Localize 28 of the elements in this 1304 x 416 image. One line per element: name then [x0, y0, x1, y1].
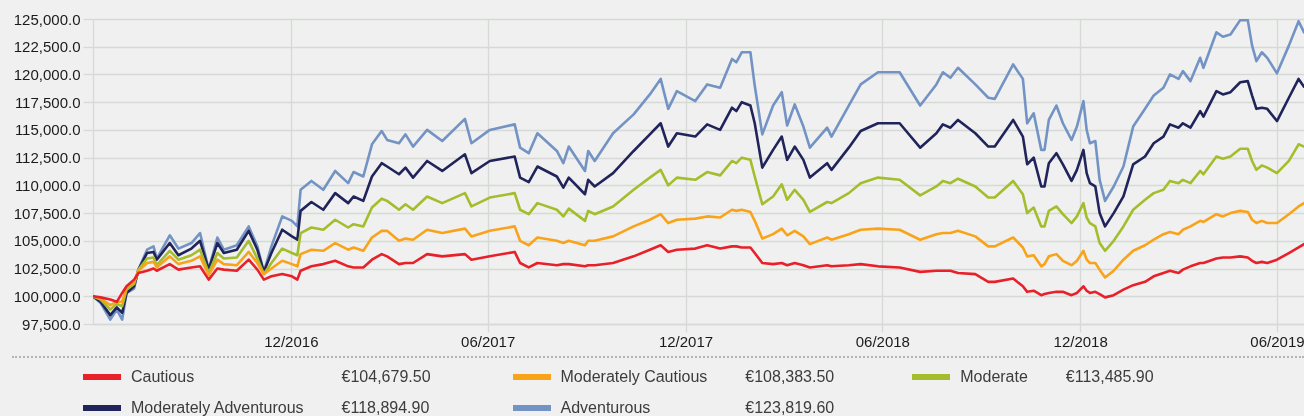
x-tick-label: 12/2018 [1053, 332, 1108, 350]
text: €108,383.50 [745, 368, 835, 387]
y-tick-label: 122,500.0 [13, 38, 81, 56]
x-tick-label: 12/2016 [264, 332, 319, 350]
legend-label: Cautious [131, 368, 196, 387]
text: €104,679.50 [341, 368, 431, 387]
y-tick-label: 107,500.0 [13, 204, 81, 222]
text: €113,485.90 [1065, 368, 1154, 387]
x-tick-label: 06/2019 [1250, 332, 1304, 350]
x-tick-label: 06/2017 [461, 332, 516, 350]
text: €118,894.90 [341, 398, 431, 416]
y-tick-label: 115,000.0 [14, 121, 81, 139]
legend-label: Moderate [960, 368, 1028, 387]
y-tick-label: 105,000.0 [13, 232, 81, 250]
y-tick-label: 112,500.0 [14, 149, 81, 167]
legend-label: Moderately Cautious [560, 368, 708, 387]
y-tick-label: 125,000.0 [13, 10, 81, 28]
y-tick-label: 120,000.0 [13, 65, 81, 83]
y-tick-label: 110,000.0 [14, 176, 81, 194]
text: €123,819.60 [745, 398, 835, 416]
legend-label: Moderately Adventurous [131, 398, 304, 416]
y-tick-label: 117,500.0 [14, 93, 81, 111]
y-tick-label: 102,500.0 [13, 260, 81, 278]
y-tick-label: 100,000.0 [13, 287, 81, 305]
y-tick-label: 97,500.0 [22, 315, 81, 333]
x-tick-label: 06/2018 [855, 332, 910, 350]
x-tick-label: 12/2017 [658, 332, 714, 350]
legend-label: Adventurous [560, 398, 652, 416]
